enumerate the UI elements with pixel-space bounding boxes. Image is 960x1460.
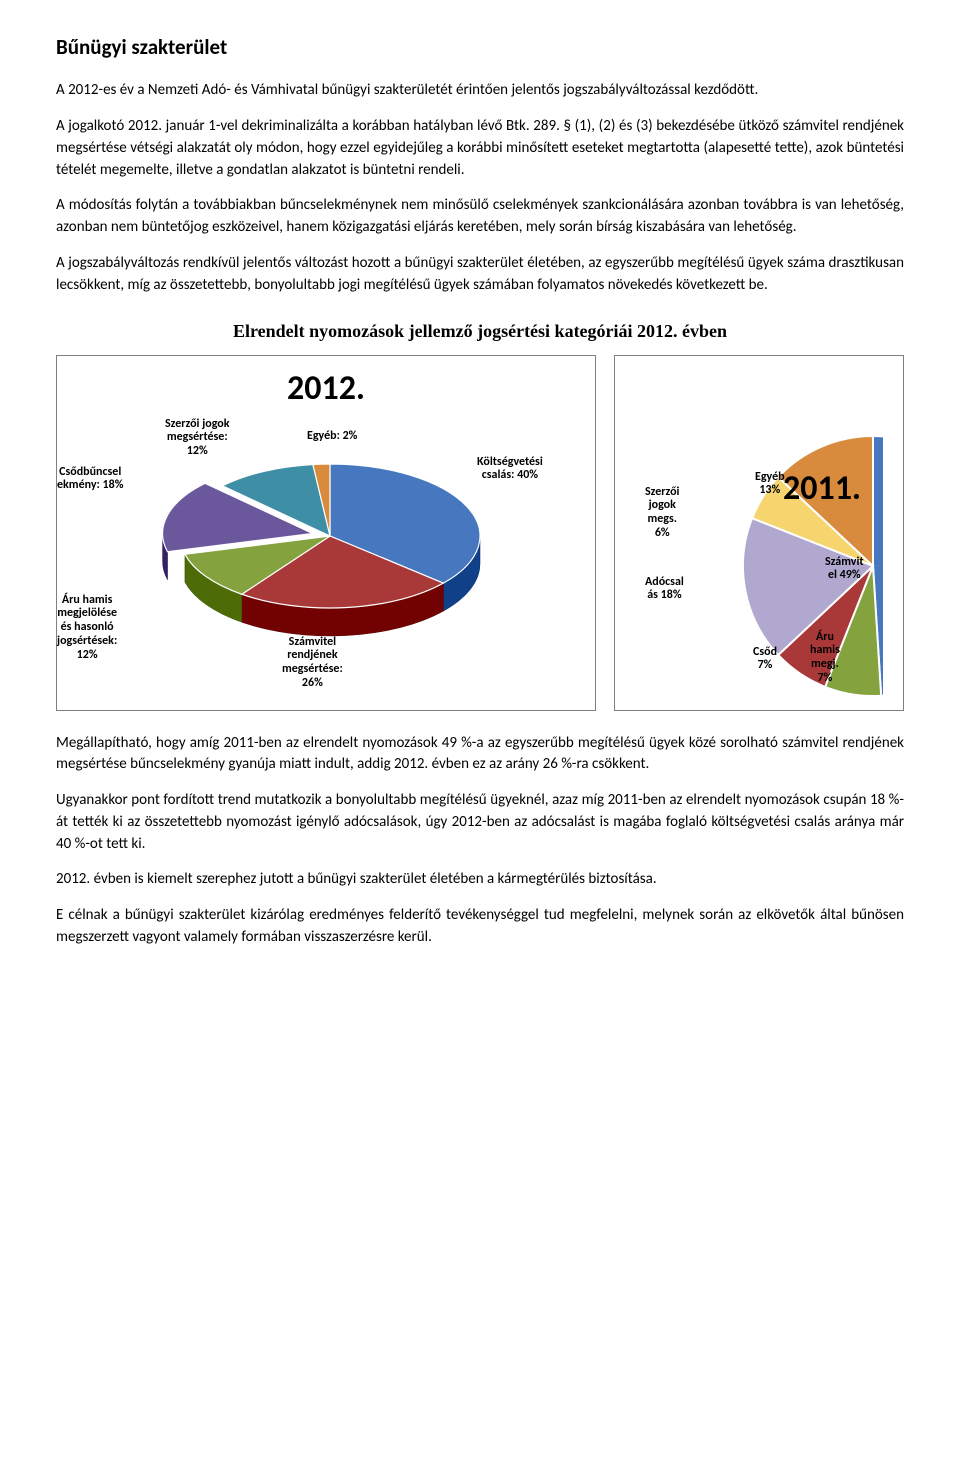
charts-container: 2012. Költségvetési csalás: 40% Számvitel… (56, 355, 904, 711)
chart-year-label: 2011. (783, 464, 861, 513)
body-paragraph: 2012. évben is kiemelt szerephez jutott … (56, 869, 904, 891)
pie-slice-label: Költségvetési csalás: 40% (477, 456, 543, 484)
pie-slice-label: Áru hamis megjelölése és hasonló jogsért… (57, 594, 117, 663)
chart-year-label: 2012. (287, 364, 365, 413)
pie-chart-2011: 2011. Számvit el 49% Áru hamis megj. 7% Cs… (614, 355, 904, 711)
pie-slice-label: Egyéb 13% (755, 471, 785, 499)
body-paragraph: A módosítás folytán a továbbiakban bűncs… (56, 195, 904, 239)
intro-paragraph: A 2012-es év a Nemzeti Adó- és Vámhivata… (56, 80, 904, 102)
body-paragraph: Ugyanakkor pont fordított trend mutatkoz… (56, 790, 904, 855)
pie-slice-label: Adócsal ás 18% (645, 576, 684, 604)
pie-slice-label: Szerzői jogok megs. 6% (645, 486, 680, 541)
body-paragraph: E célnak a bűnügyi szakterület kizárólag… (56, 905, 904, 949)
pie-slice-label: Számvitel rendjének megsértése: 26% (282, 636, 343, 691)
page-heading: Bűnügyi szakterület (56, 32, 904, 62)
pie-slice-label: Egyéb: 2% (307, 430, 357, 444)
body-paragraph: A jogalkotó 2012. január 1-vel dekrimina… (56, 116, 904, 181)
pie-slice-label: Csőd 7% (753, 646, 777, 674)
pie-slice-label: Áru hamis megj. 7% (810, 631, 840, 686)
pie-slice-label: Számvit el 49% (825, 556, 864, 584)
body-paragraph: A jogszabályváltozás rendkívül jelentős … (56, 253, 904, 297)
pie-slice-label: Szerzői jogok megsértése: 12% (165, 418, 230, 459)
body-paragraph: Megállapítható, hogy amíg 2011-ben az el… (56, 733, 904, 777)
pie-chart-2012: 2012. Költségvetési csalás: 40% Számvitel… (56, 355, 596, 711)
chart-section-title: Elrendelt nyomozások jellemző jogsértési… (56, 318, 904, 344)
pie-slice-label: Csődbűncsel ekmény: 18% (57, 466, 123, 494)
